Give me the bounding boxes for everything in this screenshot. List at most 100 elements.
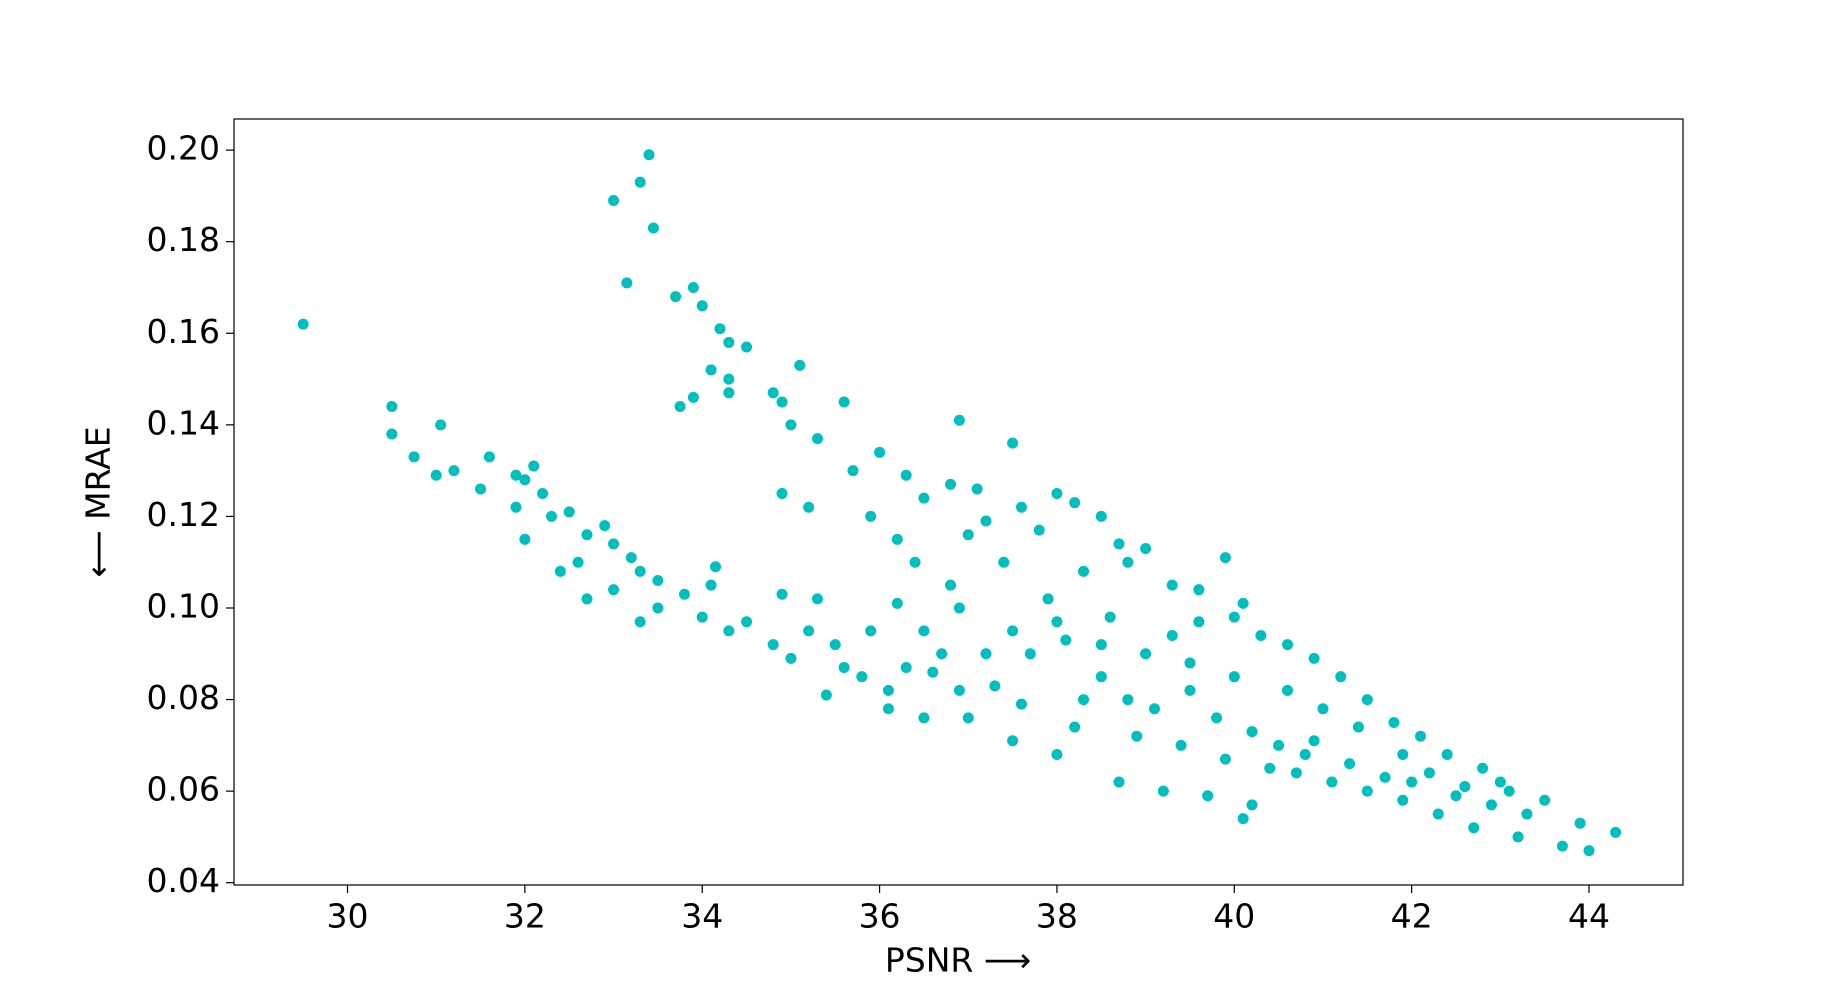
point — [1007, 437, 1019, 449]
point — [1556, 840, 1568, 852]
point — [1477, 762, 1489, 774]
point — [767, 387, 779, 399]
x-tick-label: 44 — [1568, 897, 1610, 936]
point — [519, 474, 531, 486]
point — [625, 552, 637, 564]
point — [891, 533, 903, 545]
point — [1122, 556, 1134, 568]
point — [563, 506, 575, 518]
point — [838, 662, 850, 674]
point — [678, 588, 690, 600]
point — [696, 611, 708, 623]
point — [1122, 694, 1134, 706]
point — [1485, 799, 1497, 811]
point — [643, 149, 655, 161]
y-axis-label: ⟵ MRAE — [79, 426, 118, 577]
point — [953, 684, 965, 696]
point — [1166, 579, 1178, 591]
point — [918, 712, 930, 724]
point — [705, 579, 717, 591]
point — [723, 387, 735, 399]
point — [1202, 790, 1214, 802]
point — [767, 639, 779, 651]
point — [1361, 694, 1373, 706]
point — [1583, 845, 1595, 857]
point — [1069, 497, 1081, 509]
point — [723, 625, 735, 637]
point — [1104, 611, 1116, 623]
point — [1423, 767, 1435, 779]
point — [634, 176, 646, 188]
y-tick-label: 0.08 — [147, 678, 220, 717]
point — [945, 579, 957, 591]
point — [900, 469, 912, 481]
y-tick-label: 0.20 — [147, 129, 220, 168]
point — [1521, 808, 1533, 820]
point — [581, 529, 593, 541]
point — [776, 488, 788, 500]
point — [1042, 593, 1054, 605]
x-tick-label: 42 — [1391, 897, 1433, 936]
point — [1113, 538, 1125, 550]
point — [1246, 799, 1258, 811]
point — [652, 575, 664, 587]
x-tick-label: 32 — [504, 897, 546, 936]
point — [865, 510, 877, 522]
point — [794, 359, 806, 371]
point — [545, 510, 557, 522]
point — [1219, 552, 1231, 564]
point — [1051, 488, 1063, 500]
point — [820, 689, 832, 701]
point — [785, 652, 797, 664]
x-axis-label: PSNR ⟶ — [885, 941, 1031, 980]
point — [1432, 808, 1444, 820]
point — [1281, 684, 1293, 696]
point — [962, 712, 974, 724]
point — [652, 602, 664, 614]
point — [519, 533, 531, 545]
point — [1459, 781, 1471, 793]
point — [1379, 771, 1391, 783]
point — [971, 483, 983, 495]
point — [1290, 767, 1302, 779]
point — [936, 648, 948, 660]
point — [1078, 694, 1090, 706]
point — [297, 318, 309, 330]
point — [1308, 735, 1320, 747]
point — [1184, 684, 1196, 696]
point — [1228, 671, 1240, 683]
point — [1051, 749, 1063, 761]
point — [1193, 584, 1205, 596]
point — [1574, 817, 1586, 829]
point — [430, 469, 442, 481]
point — [674, 401, 686, 413]
point — [776, 396, 788, 408]
point — [1184, 657, 1196, 669]
point — [687, 391, 699, 403]
point — [1015, 698, 1027, 710]
point — [599, 520, 611, 532]
x-tick-label: 40 — [1213, 897, 1255, 936]
point — [608, 584, 620, 596]
point — [1007, 735, 1019, 747]
point — [882, 684, 894, 696]
point — [909, 556, 921, 568]
point — [1539, 794, 1551, 806]
point — [1193, 616, 1205, 628]
y-tick-label: 0.10 — [147, 586, 220, 625]
point — [475, 483, 487, 495]
point — [900, 662, 912, 674]
x-tick-label: 36 — [859, 897, 901, 936]
point — [710, 561, 722, 573]
point — [1503, 785, 1515, 797]
point — [1228, 611, 1240, 623]
point — [918, 625, 930, 637]
point — [962, 529, 974, 541]
point — [608, 194, 620, 206]
point — [1237, 813, 1249, 825]
point — [1246, 726, 1258, 738]
point — [1512, 831, 1524, 843]
point — [998, 556, 1010, 568]
point — [1335, 671, 1347, 683]
point — [838, 396, 850, 408]
